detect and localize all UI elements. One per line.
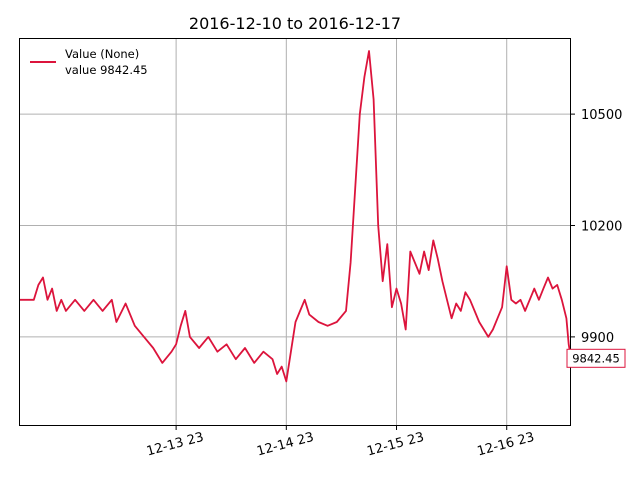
last-value-label: 9842.45 bbox=[572, 351, 620, 365]
y-tick-label: 9900 bbox=[581, 331, 614, 346]
chart-title: 2016-12-10 to 2016-12-17 bbox=[189, 14, 401, 33]
x-tick-label: 12-13 23 bbox=[145, 430, 205, 460]
x-tick-label: 12-16 23 bbox=[476, 430, 536, 460]
y-tick-label: 10500 bbox=[581, 108, 622, 123]
y-axis: 9900 10200 10500 bbox=[571, 108, 622, 346]
grid bbox=[20, 38, 571, 426]
plot-frame bbox=[19, 38, 571, 426]
series-group bbox=[20, 50, 572, 383]
y-tick-label: 10200 bbox=[581, 220, 622, 235]
x-axis: 12-13 23 12-14 23 12-15 23 12-16 23 bbox=[145, 426, 536, 459]
last-value-box bbox=[566, 348, 626, 368]
legend-value-label: value 9842.45 bbox=[65, 63, 148, 77]
legend-series-label: Value (None) bbox=[65, 47, 139, 61]
last-value-marker: 9842.45 bbox=[566, 348, 626, 368]
series-line bbox=[20, 50, 572, 383]
legend: Value (None) value 9842.45 bbox=[30, 47, 148, 77]
x-tick-label: 12-15 23 bbox=[365, 430, 425, 460]
x-tick-label: 12-14 23 bbox=[255, 430, 315, 460]
